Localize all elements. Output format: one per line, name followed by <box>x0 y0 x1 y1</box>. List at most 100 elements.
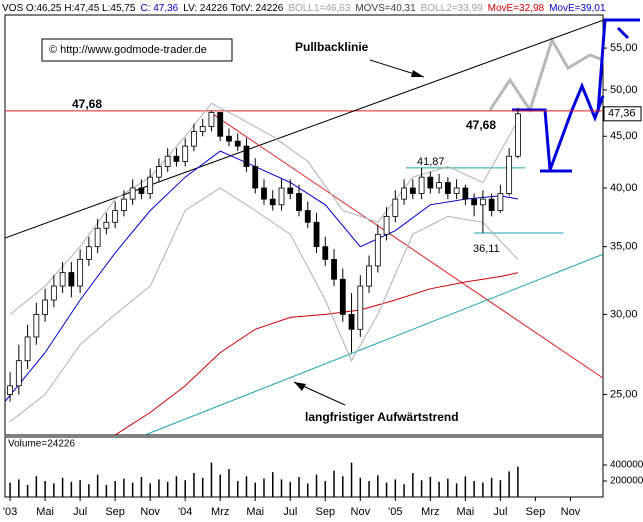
candle-body <box>103 221 110 229</box>
candle-body <box>234 140 241 147</box>
arrow-head <box>411 70 424 77</box>
x-tick-label: Mrz <box>421 506 439 518</box>
volume-tick-label: 400000 <box>610 460 643 471</box>
plot <box>5 19 603 435</box>
copyright: © http://www.godmode-trader.de <box>49 44 207 56</box>
x-tick-label: Nov <box>351 506 371 518</box>
header: VOS O:46,25 H:47,45 L:45,75 C: 47,36 LV: 2… <box>2 3 606 14</box>
annotation: langfristiger Aufwärtstrend <box>305 410 459 424</box>
annotation: Pullbacklinie <box>295 40 369 54</box>
header-item: MovE=39,01 <box>549 3 606 14</box>
header-item: MovE=32,98 <box>488 3 545 14</box>
candle-body <box>357 285 364 330</box>
level-label: 41,87 <box>417 156 445 168</box>
candle-body <box>427 176 434 189</box>
y-tick-label: 45,00 <box>610 130 638 142</box>
y-tick-label: 50,00 <box>610 84 638 96</box>
x-tick-label: Mai <box>246 506 264 518</box>
x-tick-label: Mai <box>456 506 474 518</box>
candle-body <box>261 187 267 200</box>
candle-body <box>322 246 329 260</box>
candle-body <box>199 126 206 132</box>
arrow-head <box>294 382 306 391</box>
candle-body <box>112 210 119 223</box>
x-tick-label: '04 <box>178 506 192 518</box>
candle-body <box>33 314 40 338</box>
candle-body <box>444 182 451 194</box>
candle-body <box>453 187 460 194</box>
projection-arrow <box>616 26 630 40</box>
candle-body <box>506 155 513 194</box>
candle-body <box>401 187 407 200</box>
candle-body <box>147 176 154 194</box>
x-tick-label: Jul <box>493 506 507 518</box>
candle-body <box>479 198 486 206</box>
trend-line <box>5 19 603 239</box>
copyright-box <box>41 38 233 62</box>
volume-label: Volume=24226 <box>8 439 75 450</box>
candle-body <box>366 265 372 287</box>
x-tick-label: Nov <box>561 506 581 518</box>
header-item: C: 47,36 <box>140 3 178 14</box>
x-tick-label: '03 <box>3 506 17 518</box>
candle-body <box>409 187 416 194</box>
candle-body <box>120 198 127 211</box>
candle-body <box>173 155 180 162</box>
candle-body <box>374 233 381 267</box>
annotation-arrows <box>293 59 425 406</box>
candle-body <box>164 155 171 167</box>
last-price-label: 47,36 <box>608 108 636 120</box>
candle-body <box>94 227 101 248</box>
candle-body <box>269 198 276 206</box>
candle-body <box>42 299 49 315</box>
trend-line <box>144 253 603 435</box>
candle-body <box>313 221 320 248</box>
candle-body <box>418 176 425 194</box>
candle-body <box>462 187 469 200</box>
candle-body <box>217 112 224 137</box>
x-tick-label: Mai <box>36 506 54 518</box>
candle-body <box>331 259 337 280</box>
y-tick-label: 35,00 <box>610 241 638 253</box>
x-tick-label: Sep <box>526 506 546 518</box>
candle-body <box>514 113 521 157</box>
x-tick-label: Mrz <box>211 506 229 518</box>
x-tick-label: Sep <box>315 506 335 518</box>
candle-body <box>383 215 390 235</box>
price-frame <box>4 14 604 436</box>
candle-body <box>287 187 294 194</box>
projection-grey <box>488 36 604 114</box>
header-item: MOVS=40,31 <box>355 3 416 14</box>
candle-body <box>348 314 355 330</box>
x-tick-label: Sep <box>105 506 125 518</box>
candle-body <box>392 198 399 217</box>
level-label: 47,68 <box>466 118 496 132</box>
candle-body <box>191 130 197 147</box>
candle-body <box>15 360 22 387</box>
projection <box>488 18 640 173</box>
header-item: BOLL1=46,63 <box>288 3 350 14</box>
candle-body <box>138 187 145 194</box>
last-price-box <box>603 106 642 122</box>
y-tick-label: 55,00 <box>610 42 638 54</box>
header-item: VOS O:46,25 H:47,45 L:45,75 <box>2 3 136 14</box>
volume-tick-label: 200000 <box>610 476 643 487</box>
indicator-line <box>9 187 519 423</box>
candle-body <box>339 278 346 315</box>
candle-body <box>208 112 215 127</box>
candle-body <box>488 198 495 211</box>
projection-blue <box>512 82 605 171</box>
candle-body <box>471 198 478 206</box>
level-label: 47,68 <box>72 97 102 111</box>
candle-body <box>436 182 442 189</box>
y-tick-label: 40,00 <box>610 182 638 194</box>
x-tick-label: Nov <box>140 506 160 518</box>
candle-body <box>226 135 232 142</box>
candle-body <box>156 166 162 178</box>
y-tick-label: 30,00 <box>610 308 638 320</box>
indicator-line <box>114 272 519 435</box>
projection-blue-top <box>596 18 640 113</box>
header-item: BOLL2=33,99 <box>421 3 483 14</box>
